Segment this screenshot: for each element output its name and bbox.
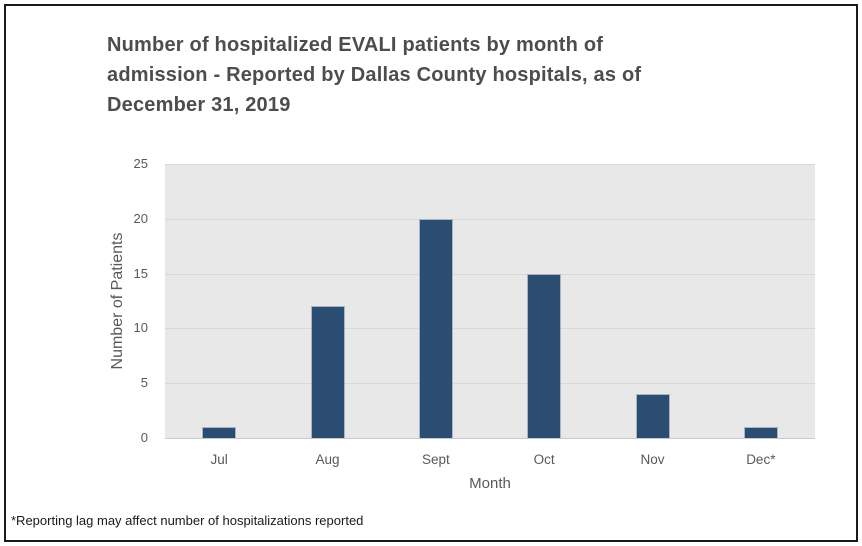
x-tick-label-nov: Nov <box>640 452 665 467</box>
x-tick-label-aug: Aug <box>315 452 340 467</box>
x-axis-line <box>165 438 815 439</box>
x-tick-label-oct: Oct <box>533 452 555 467</box>
bar-aug <box>310 306 345 438</box>
y-tick-label-20: 20 <box>133 210 148 226</box>
gridline-y15 <box>165 273 815 275</box>
x-axis-title: Month <box>469 475 511 492</box>
footnote: *Reporting lag may affect number of hosp… <box>11 513 364 528</box>
gridline-y10 <box>165 328 815 330</box>
x-tick-label-jul: Jul <box>210 452 228 467</box>
bar-sept <box>418 218 453 438</box>
y-tick-label-0: 0 <box>140 430 148 445</box>
y-tick-label-10: 10 <box>133 320 148 336</box>
y-tick-label-5: 5 <box>140 375 148 391</box>
gridline-y5 <box>165 383 815 385</box>
y-axis-title: Number of Patients <box>109 232 126 370</box>
y-tick-label-25: 25 <box>133 156 148 171</box>
chart-title: Number of hospitalized EVALI patients by… <box>107 34 642 116</box>
chart-frame: Number of hospitalized EVALI patients by… <box>4 4 858 542</box>
gridline-y25 <box>165 164 815 165</box>
x-tick-label-dec: Dec* <box>746 452 776 467</box>
bar-nov <box>635 394 670 438</box>
plot-area <box>165 164 815 439</box>
bar-jul <box>202 427 237 438</box>
x-tick-label-sept: Sept <box>421 452 450 467</box>
gridline-y20 <box>165 218 815 220</box>
bar-oct <box>527 273 562 438</box>
y-tick-label-15: 15 <box>133 265 148 281</box>
bar-dec <box>743 427 778 438</box>
